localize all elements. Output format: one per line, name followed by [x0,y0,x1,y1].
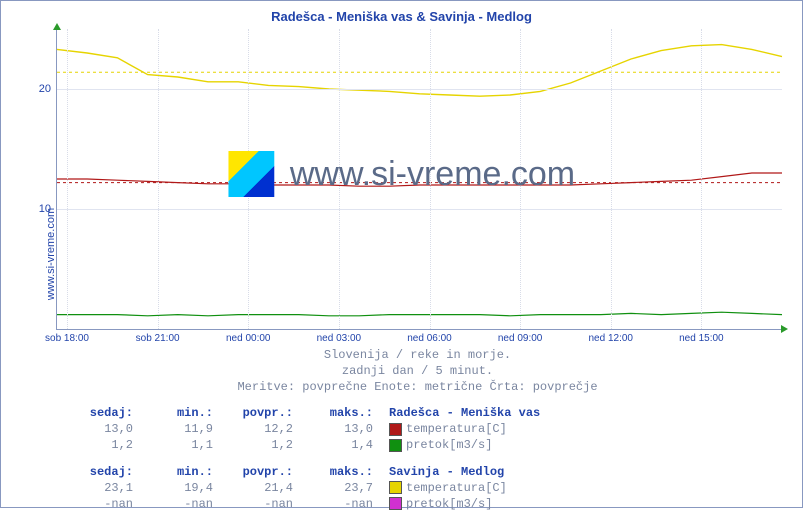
legend-row: 23,119,421,423,7temperatura[C] [63,480,550,496]
legend-val-now: -nan [63,496,143,512]
chart-title: Radešca - Meniška vas & Savinja - Medlog [1,9,802,24]
legend-hdr-min: min.: [143,464,223,480]
y-tick: 20 [39,83,57,95]
legend-series-label: pretok[m3/s] [383,437,550,453]
y-tick: 10 [39,203,57,215]
legend-val-max: 13,0 [303,421,383,437]
x-tick: ned 00:00 [226,329,271,344]
caption-line-2: zadnji dan / 5 minut. [56,363,779,379]
legend-hdr-max: maks.: [303,405,383,421]
x-tick: sob 18:00 [45,329,89,344]
legend-row: 1,21,11,21,4pretok[m3/s] [63,437,550,453]
x-axis-arrow-icon [781,325,788,333]
legend-val-min: 11,9 [143,421,223,437]
legend-val-now: 23,1 [63,480,143,496]
legend-val-min: 1,1 [143,437,223,453]
legend-table: sedaj:min.:povpr.:maks.:Radešca - Menišk… [63,405,550,512]
legend-hdr-avg: povpr.: [223,405,303,421]
legend-val-now: 13,0 [63,421,143,437]
legend-block-title: Savinja - Medlog [383,464,550,480]
legend-series-label: pretok[m3/s] [383,496,550,512]
legend-val-min: 19,4 [143,480,223,496]
legend-val-max: 1,4 [303,437,383,453]
legend-swatch-icon [389,423,402,436]
y-axis-arrow-icon [53,23,61,30]
legend-val-max: -nan [303,496,383,512]
chart-frame: www.si-vreme.com Radešca - Meniška vas &… [0,0,803,508]
legend: sedaj:min.:povpr.:maks.:Radešca - Menišk… [63,405,550,512]
legend-hdr-now: sedaj: [63,464,143,480]
legend-block-title: Radešca - Meniška vas [383,405,550,421]
legend-val-avg: -nan [223,496,303,512]
legend-hdr-now: sedaj: [63,405,143,421]
legend-hdr-avg: povpr.: [223,464,303,480]
legend-val-avg: 12,2 [223,421,303,437]
caption: Slovenija / reke in morje. zadnji dan / … [56,347,779,396]
legend-val-max: 23,7 [303,480,383,496]
legend-swatch-icon [389,497,402,510]
caption-line-3: Meritve: povprečne Enote: metrične Črta:… [56,379,779,395]
plot-area: 1020sob 18:00sob 21:00ned 00:00ned 03:00… [56,29,782,330]
legend-row: -nan-nan-nan-nanpretok[m3/s] [63,496,550,512]
legend-row: 13,011,912,213,0temperatura[C] [63,421,550,437]
legend-val-min: -nan [143,496,223,512]
x-tick: ned 03:00 [317,329,362,344]
legend-series-label: temperatura[C] [383,421,550,437]
legend-val-avg: 21,4 [223,480,303,496]
x-tick: ned 15:00 [679,329,724,344]
legend-swatch-icon [389,439,402,452]
legend-val-now: 1,2 [63,437,143,453]
caption-line-1: Slovenija / reke in morje. [56,347,779,363]
x-tick: ned 12:00 [589,329,634,344]
legend-series-label: temperatura[C] [383,480,550,496]
legend-val-avg: 1,2 [223,437,303,453]
series-radesca-flow [57,312,782,316]
x-tick: sob 21:00 [136,329,180,344]
x-tick: ned 09:00 [498,329,543,344]
series-svg [57,29,782,329]
x-tick: ned 06:00 [407,329,452,344]
series-radesca-temp [57,173,782,186]
legend-hdr-min: min.: [143,405,223,421]
legend-hdr-max: maks.: [303,464,383,480]
legend-swatch-icon [389,481,402,494]
